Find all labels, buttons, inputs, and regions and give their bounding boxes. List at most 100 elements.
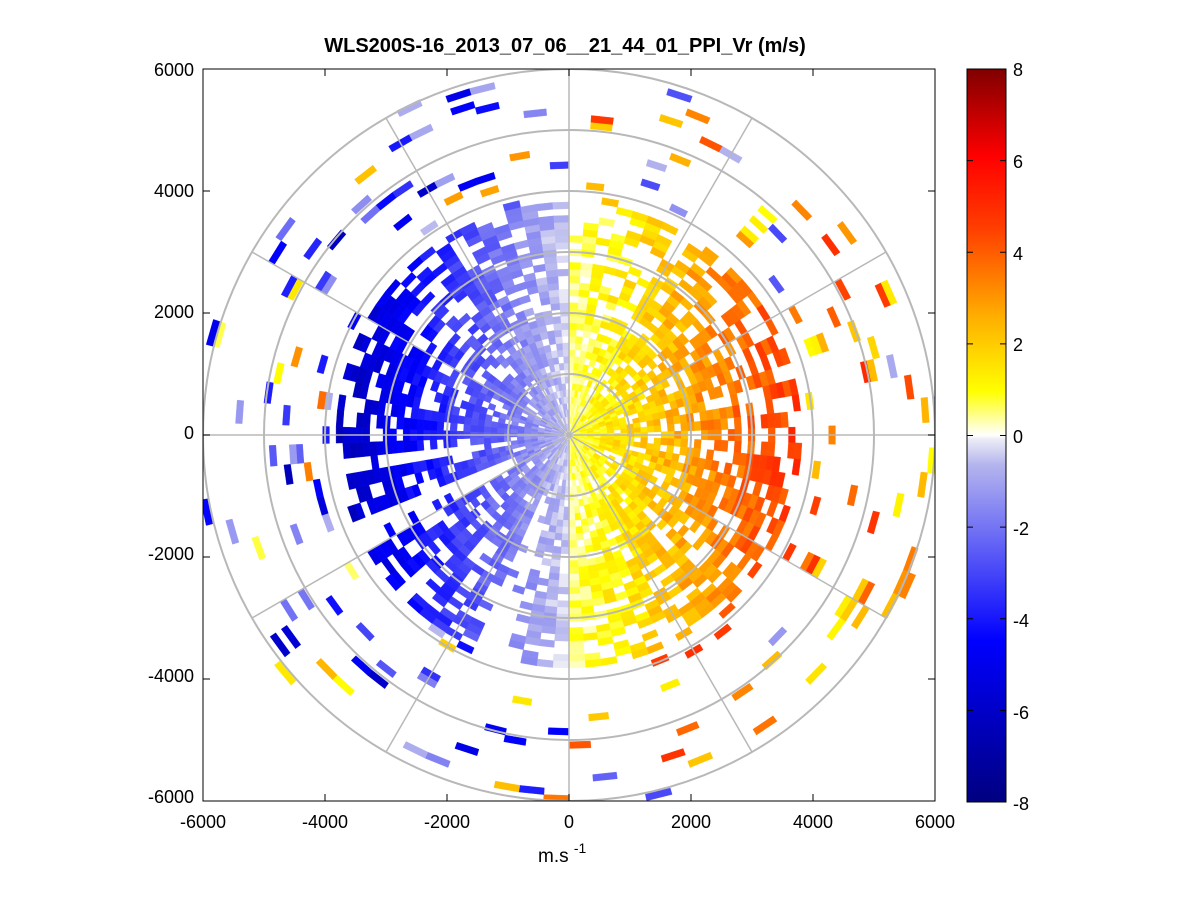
velocity-cell <box>560 322 570 330</box>
velocity-cell <box>423 419 431 431</box>
velocity-cell <box>606 430 615 434</box>
velocity-cell <box>707 419 715 431</box>
velocity-cell <box>547 727 570 736</box>
velocity-cell <box>550 350 559 359</box>
x-tick-label: 2000 <box>671 812 711 832</box>
velocity-cell <box>549 161 570 170</box>
velocity-cell <box>559 295 570 304</box>
velocity-cell <box>747 561 763 579</box>
x-tick-label: 0 <box>564 812 574 832</box>
velocity-cell <box>503 734 527 746</box>
velocity-cell <box>560 546 570 555</box>
velocity-cell <box>568 647 585 655</box>
velocity-cell <box>655 234 673 248</box>
velocity-cell <box>547 282 560 291</box>
velocity-cell <box>316 354 329 375</box>
velocity-cell <box>660 437 669 446</box>
velocity-cell <box>652 418 661 427</box>
velocity-cell <box>283 464 294 486</box>
velocity-cell <box>515 613 531 624</box>
velocity-cell <box>235 399 245 424</box>
velocity-cell <box>767 626 788 647</box>
velocity-cell <box>757 204 778 225</box>
velocity-cell <box>568 660 586 669</box>
velocity-cell <box>541 557 552 567</box>
radial-line <box>385 434 570 753</box>
velocity-cell <box>558 580 570 588</box>
velocity-cell <box>425 578 442 594</box>
velocity-cell <box>552 653 570 662</box>
velocity-cell <box>476 437 485 445</box>
velocity-cell <box>554 627 570 635</box>
velocity-cell <box>568 315 578 324</box>
velocity-cell <box>355 622 375 642</box>
velocity-cell <box>659 678 681 693</box>
velocity-cell <box>669 152 692 168</box>
velocity-cell <box>396 99 423 117</box>
velocity-cell <box>561 526 570 535</box>
velocity-cell <box>549 565 561 574</box>
velocity-cell <box>568 322 578 330</box>
velocity-cell <box>866 335 880 360</box>
velocity-cell <box>375 659 397 679</box>
velocity-cell <box>713 385 724 399</box>
velocity-cell <box>780 411 789 428</box>
velocity-cell <box>598 217 615 228</box>
velocity-cell <box>633 422 641 429</box>
velocity-cell <box>554 329 563 338</box>
velocity-cell <box>345 472 357 490</box>
velocity-cell <box>936 422 943 448</box>
velocity-cell <box>791 394 801 412</box>
velocity-cell <box>316 390 327 410</box>
velocity-cell <box>880 592 900 619</box>
y-tick-label: 4000 <box>154 181 194 201</box>
velocity-cell <box>553 221 570 230</box>
velocity-cell <box>436 420 445 431</box>
velocity-cell <box>568 235 584 243</box>
velocity-cell <box>658 114 684 129</box>
velocity-cell <box>640 178 661 192</box>
velocity-cell <box>479 552 492 565</box>
velocity-cell <box>490 426 498 433</box>
velocity-cell <box>554 633 570 642</box>
velocity-cell <box>557 586 570 595</box>
velocity-cell <box>578 356 586 365</box>
velocity-cell <box>811 460 822 480</box>
velocity-cell <box>554 525 563 534</box>
velocity-cell <box>705 449 715 461</box>
velocity-cell <box>342 362 355 381</box>
velocity-cell <box>554 532 563 541</box>
velocity-cell <box>555 519 564 528</box>
velocity-cell <box>393 213 413 232</box>
velocity-cell <box>733 416 742 430</box>
velocity-cell <box>561 533 570 541</box>
velocity-cell <box>402 741 429 759</box>
velocity-cell <box>720 418 729 430</box>
velocity-cell <box>700 420 709 431</box>
velocity-cell <box>752 715 778 736</box>
colorbar-tick-label: 0 <box>1013 427 1023 447</box>
velocity-cell <box>578 572 590 581</box>
velocity-cell <box>576 545 586 554</box>
velocity-cell <box>558 573 570 582</box>
x-axis-label-exponent: -1 <box>574 840 587 856</box>
velocity-cell <box>493 780 521 793</box>
radial-line <box>568 117 753 436</box>
velocity-cell <box>552 356 560 365</box>
velocity-cell <box>578 282 591 291</box>
velocity-cell <box>718 602 736 619</box>
velocity-cell <box>576 316 586 325</box>
velocity-cell <box>584 658 602 668</box>
x-tick-label: -6000 <box>180 812 226 832</box>
velocity-cell <box>560 540 570 548</box>
y-tick-labels: 6000 4000 2000 0 -2000 -4000 -6000 <box>148 60 194 807</box>
velocity-cell <box>402 417 411 430</box>
velocity-cell <box>427 623 446 639</box>
velocity-cell <box>568 627 584 635</box>
velocity-cell <box>713 439 722 452</box>
y-tick-label: 0 <box>184 423 194 443</box>
velocity-cell <box>826 617 846 641</box>
velocity-cell <box>562 513 570 521</box>
velocity-cell <box>767 223 788 244</box>
velocity-cell <box>685 108 711 125</box>
